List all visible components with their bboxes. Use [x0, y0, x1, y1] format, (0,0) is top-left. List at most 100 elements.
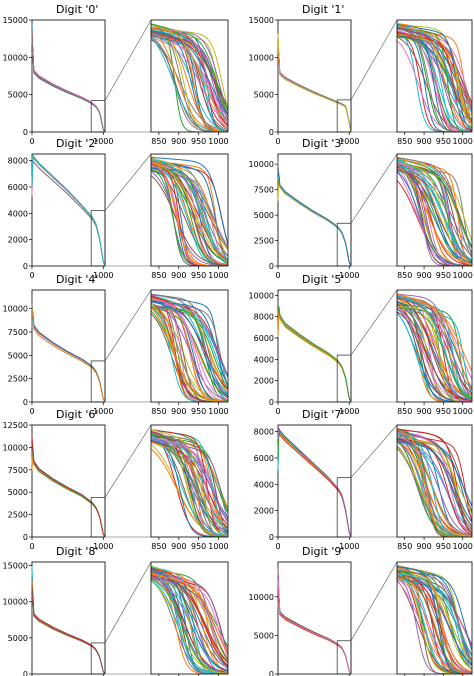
y-tick-label: 15000	[249, 16, 274, 25]
inset-x-tick-label: 950	[436, 407, 451, 416]
inset-curves	[151, 156, 228, 266]
main-curve	[277, 580, 352, 675]
main-curve	[31, 36, 106, 133]
inset-curve	[397, 165, 472, 262]
y-tick-label: 0	[269, 262, 274, 271]
main-curve	[31, 578, 106, 675]
y-tick-label: 0	[23, 533, 28, 542]
inset-curves	[397, 564, 472, 674]
x-tick-label: 1000	[339, 271, 359, 280]
main-curve	[31, 156, 106, 267]
inset-curve	[151, 175, 228, 266]
main-curve	[277, 176, 352, 267]
main-curve	[277, 311, 352, 403]
inset-x-tick-label: 900	[416, 542, 431, 551]
zoom-connector-line	[104, 561, 152, 644]
main-curve	[31, 587, 106, 675]
main-curve	[31, 33, 106, 133]
inset-curve	[151, 164, 228, 266]
main-curve	[277, 306, 352, 403]
y-tick-label: 8000	[8, 157, 28, 166]
zoom-region-box	[90, 360, 106, 403]
inset-curve	[397, 573, 472, 657]
inset-curve	[151, 158, 228, 261]
inset-curve	[151, 36, 228, 125]
panel-digit-7: Digit '7' 0 2000 4000 6000 8000 0 1000 850 900 950…	[254, 408, 473, 551]
y-tick-label: 5000	[8, 91, 28, 100]
x-tick-label: 0	[275, 542, 280, 551]
y-tick-label: 6000	[254, 454, 274, 463]
panel-title: Digit '4'	[56, 273, 98, 286]
inset-curve	[397, 293, 472, 402]
y-tick-label: 10000	[3, 598, 28, 607]
inset-curve	[151, 29, 228, 132]
y-tick-label: 10000	[249, 160, 274, 169]
inset-curve	[397, 433, 472, 522]
inset-curve	[151, 170, 228, 266]
y-tick-label: 10000	[3, 53, 28, 62]
panel-title: Digit '2'	[56, 137, 98, 150]
y-tick-label: 2000	[254, 507, 274, 516]
inset-curve	[151, 568, 228, 672]
inset-curve	[151, 24, 228, 124]
zoom-connector-line	[104, 153, 152, 211]
inset-curve	[151, 36, 228, 132]
zoom-connector-line	[104, 424, 152, 498]
inset-x-tick-label: 900	[416, 137, 431, 146]
inset-curve	[397, 28, 472, 109]
x-tick-label: 0	[275, 271, 280, 280]
main-curve	[31, 585, 106, 675]
inset-curve	[151, 158, 228, 260]
inset-curve	[397, 164, 472, 264]
inset-curve	[151, 294, 228, 399]
panel-title: Digit '5'	[302, 273, 344, 286]
inset-axes-frame	[150, 19, 229, 133]
main-curve	[277, 430, 352, 538]
zoom-connector-line	[350, 561, 398, 641]
y-tick-label: 10000	[3, 443, 28, 452]
inset-curve	[397, 577, 472, 674]
inset-axes-frame	[396, 289, 473, 403]
inset-curve	[151, 579, 228, 674]
inset-curve	[397, 438, 472, 536]
zoom-region-box	[336, 99, 352, 133]
zoom-connector-line	[350, 153, 398, 224]
main-axes-frame	[277, 153, 352, 267]
inset-curve	[151, 156, 228, 244]
inset-curve	[151, 573, 228, 655]
inset-x-tick-label: 850	[151, 407, 166, 416]
inset-x-tick-label: 950	[191, 542, 206, 551]
y-tick-label: 10000	[249, 53, 274, 62]
y-tick-label: 2500	[254, 237, 274, 246]
y-tick-label: 6000	[254, 334, 274, 343]
inset-curve	[397, 164, 472, 265]
main-curve	[31, 311, 106, 403]
main-curve	[277, 429, 352, 538]
zoom-connector-line	[104, 19, 152, 101]
x-tick-label: 0	[29, 542, 34, 551]
x-tick-label: 1000	[93, 137, 113, 146]
inset-curve	[397, 305, 472, 402]
inset-x-tick-label: 850	[151, 542, 166, 551]
inset-curve	[397, 158, 472, 266]
inset-curve	[397, 565, 472, 674]
main-curve	[277, 33, 352, 133]
x-tick-label: 1000	[93, 542, 113, 551]
zoom-region-box	[336, 354, 352, 403]
inset-curve	[151, 162, 228, 262]
inset-x-tick-label: 950	[436, 271, 451, 280]
main-curve	[277, 177, 352, 267]
panel-digit-8: Digit '8'0500010000150000100085090095010…	[3, 545, 229, 676]
inset-x-tick-label: 1000	[208, 137, 228, 146]
panel-title: Digit '7'	[302, 408, 344, 421]
inset-x-tick-label: 900	[171, 542, 186, 551]
x-tick-label: 0	[275, 137, 280, 146]
zoom-region-box	[90, 497, 106, 538]
y-tick-label: 4000	[254, 355, 274, 364]
inset-x-tick-label: 850	[151, 271, 166, 280]
inset-x-tick-label: 900	[171, 271, 186, 280]
x-tick-label: 1000	[339, 137, 359, 146]
zoom-connector-line	[350, 289, 398, 356]
y-tick-label: 7500	[8, 466, 28, 475]
